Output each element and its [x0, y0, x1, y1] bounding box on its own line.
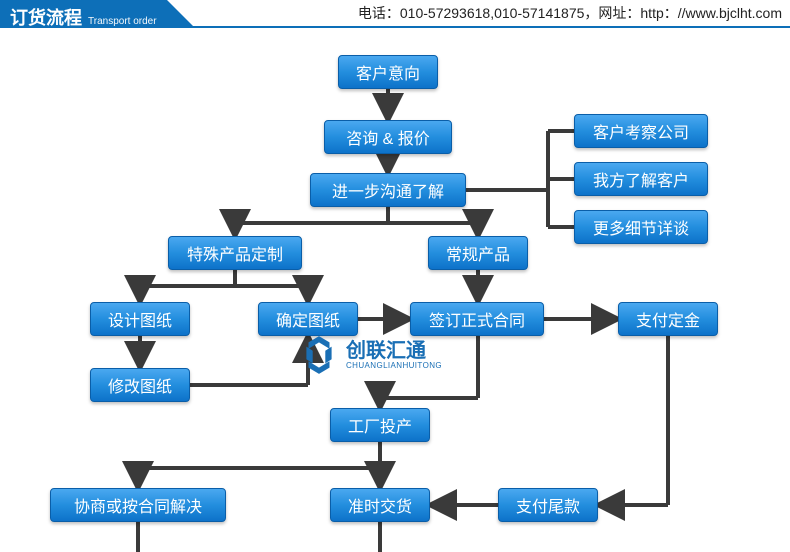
node-customer-intent: 客户意向: [338, 55, 438, 89]
node-factory-production: 工厂投产: [330, 408, 430, 442]
node-special-custom: 特殊产品定制: [168, 236, 302, 270]
logo-en: CHUANGLIANHUITONG: [346, 361, 442, 370]
node-sign-contract: 签订正式合同: [410, 302, 544, 336]
header-bar: 订货流程 Transport order 电话：010-57293618,010…: [0, 0, 790, 28]
logo-text: 创联汇通 CHUANGLIANHUITONG: [346, 341, 442, 370]
logo-cn: 创联汇通: [346, 341, 442, 361]
node-confirm-drawing: 确定图纸: [258, 302, 358, 336]
header-title: 订货流程: [10, 4, 82, 30]
node-we-learn-customer: 我方了解客户: [574, 162, 708, 196]
node-further-comm: 进一步沟通了解: [310, 173, 466, 207]
node-ontime-delivery: 准时交货: [330, 488, 430, 522]
node-revise-drawing: 修改图纸: [90, 368, 190, 402]
node-pay-balance: 支付尾款: [498, 488, 598, 522]
node-more-details: 更多细节详谈: [574, 210, 708, 244]
node-regular-product: 常规产品: [428, 236, 528, 270]
node-consult-quote: 咨询 & 报价: [324, 120, 452, 154]
connectors: [0, 28, 790, 552]
flowchart-canvas: 客户意向 咨询 & 报价 进一步沟通了解 客户考察公司 我方了解客户 更多细节详…: [0, 28, 790, 552]
node-resolve-contract: 协商或按合同解决: [50, 488, 226, 522]
header-subtitle: Transport order: [88, 16, 157, 27]
node-design-drawing: 设计图纸: [90, 302, 190, 336]
logo-icon: [298, 334, 340, 376]
node-pay-deposit: 支付定金: [618, 302, 718, 336]
header-contact: 电话：010-57293618,010-57141875，网址：http：//w…: [358, 3, 782, 23]
company-logo: 创联汇通 CHUANGLIANHUITONG: [298, 334, 442, 376]
node-customer-visit: 客户考察公司: [574, 114, 708, 148]
header-tab: 订货流程 Transport order: [0, 0, 167, 26]
